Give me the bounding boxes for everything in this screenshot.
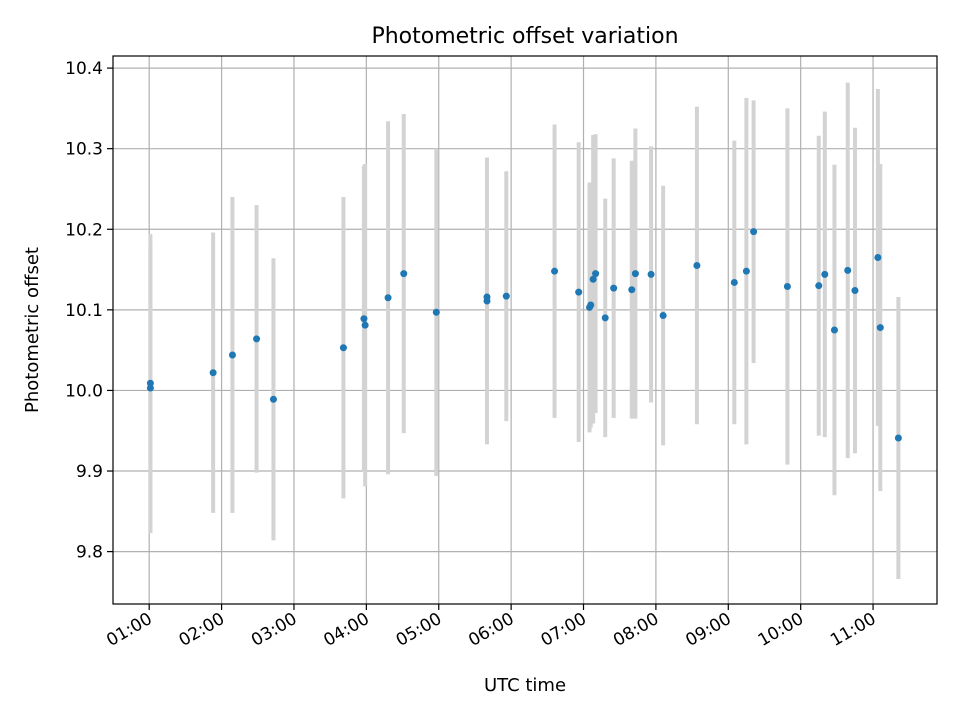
data-point xyxy=(830,326,838,334)
chart-title: Photometric offset variation xyxy=(371,24,678,49)
data-point xyxy=(783,282,791,290)
data-point xyxy=(851,287,859,295)
x-tick-label: 05:00 xyxy=(393,609,445,651)
x-tick-label: 11:00 xyxy=(827,609,879,651)
data-point xyxy=(587,301,595,309)
data-point xyxy=(610,284,618,292)
data-point xyxy=(384,294,392,302)
y-tick-label: 10.4 xyxy=(65,59,103,79)
data-point xyxy=(575,288,583,296)
x-axis-label: UTC time xyxy=(484,675,566,696)
y-axis-ticks: 9.8 9.9 10.0 10.1 10.2 10.3 10.4 xyxy=(65,59,113,563)
data-point xyxy=(432,308,440,316)
data-point xyxy=(483,297,491,305)
data-point xyxy=(647,270,655,278)
data-point xyxy=(659,311,667,319)
data-point xyxy=(821,270,829,278)
data-point xyxy=(228,351,236,359)
x-tick-label: 04:00 xyxy=(320,609,372,651)
data-point xyxy=(742,267,750,275)
data-point xyxy=(874,253,882,261)
data-point xyxy=(693,262,701,270)
data-point xyxy=(601,314,609,322)
data-point xyxy=(339,344,347,352)
y-axis-label: Photometric offset xyxy=(22,247,43,413)
data-point xyxy=(146,379,154,387)
data-point xyxy=(400,270,408,278)
x-tick-label: 06:00 xyxy=(465,609,517,651)
data-point xyxy=(894,434,902,442)
y-tick-label: 10.1 xyxy=(65,301,103,321)
data-point xyxy=(730,278,738,286)
data-point xyxy=(876,324,884,332)
x-axis-ticks: 01:00 02:00 03:00 04:00 05:00 06:00 07:00 08:00… xyxy=(103,604,880,651)
data-point xyxy=(146,384,154,392)
x-tick-label: 10:00 xyxy=(755,609,807,651)
y-tick-label: 10.0 xyxy=(65,381,103,401)
x-tick-label: 03:00 xyxy=(248,609,300,651)
plot-frame xyxy=(112,55,938,605)
data-point xyxy=(361,321,369,329)
data-point xyxy=(589,275,597,283)
y-tick-label: 10.3 xyxy=(65,140,103,160)
data-point xyxy=(815,282,823,290)
data-point xyxy=(253,335,261,343)
x-tick-label: 08:00 xyxy=(610,609,662,651)
data-point xyxy=(269,395,277,403)
data-point xyxy=(750,228,758,236)
grid xyxy=(113,56,937,604)
y-tick-label: 9.8 xyxy=(76,543,103,563)
y-tick-label: 10.2 xyxy=(65,220,103,240)
data-point xyxy=(631,270,639,278)
data-point xyxy=(551,267,559,275)
data-point xyxy=(592,270,600,278)
error-bars xyxy=(148,82,901,580)
x-tick-label: 02:00 xyxy=(176,609,228,651)
x-tick-label: 09:00 xyxy=(682,609,734,651)
data-point xyxy=(209,369,217,377)
data-point xyxy=(628,286,636,294)
x-tick-label: 01:00 xyxy=(103,609,155,651)
x-tick-label: 07:00 xyxy=(538,609,590,651)
data-point xyxy=(502,292,510,300)
y-tick-label: 9.9 xyxy=(76,462,103,482)
data-points xyxy=(146,228,902,442)
data-point xyxy=(360,315,368,323)
data-point xyxy=(844,266,852,274)
